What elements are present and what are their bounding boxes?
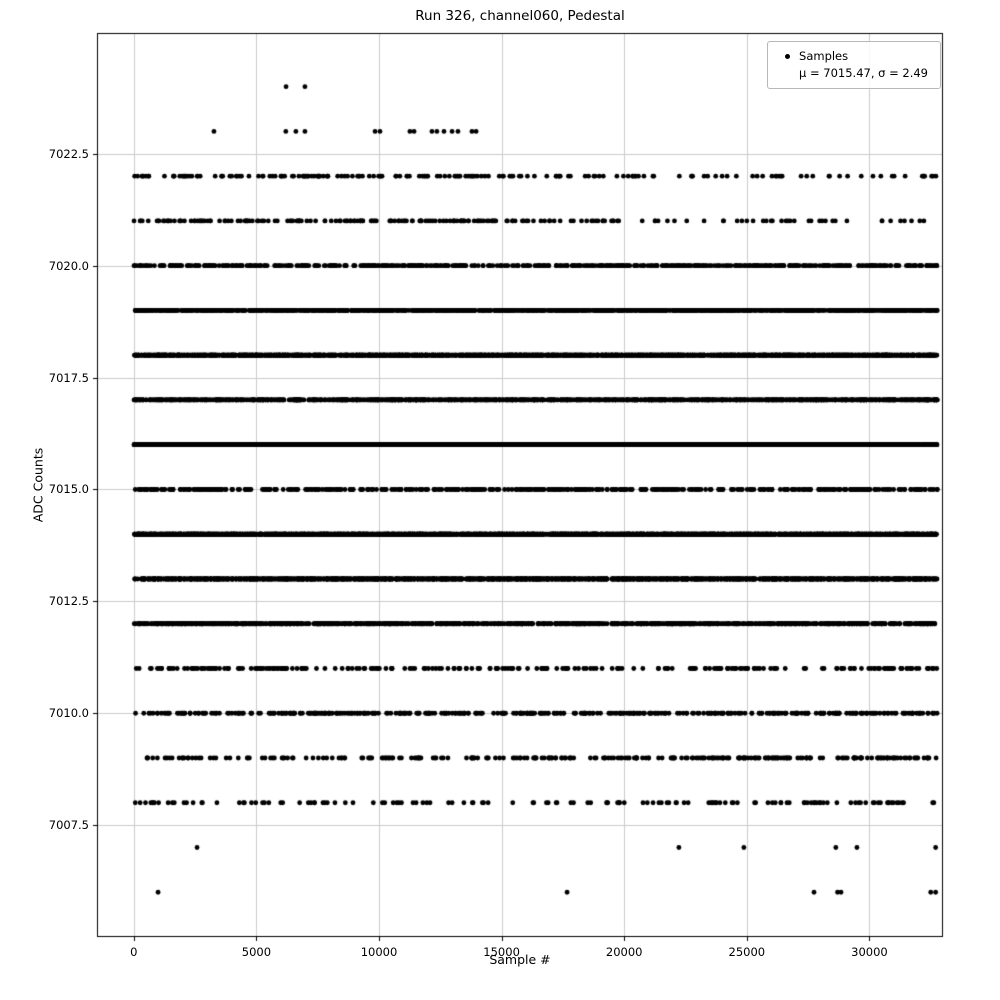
x-tick-label: 30000 [851, 945, 888, 959]
legend-entry-samples: Samples [775, 48, 928, 65]
x-tick-label: 25000 [728, 945, 766, 959]
y-tick-label: 7010.0 [48, 706, 89, 721]
y-axis-label: ADC Counts [30, 447, 46, 523]
y-tick-label: 7012.5 [48, 594, 89, 609]
x-tick-label: 0 [130, 945, 138, 959]
x-tick-label: 10000 [360, 945, 398, 959]
x-tick-label: 20000 [605, 945, 643, 959]
y-tick-label: 7015.0 [48, 482, 89, 497]
x-axis-label: Sample # [489, 952, 551, 967]
y-tick-label: 7020.0 [48, 258, 89, 273]
x-tick-label: 15000 [483, 945, 520, 959]
legend-entry-stats: μ = 7015.47, σ = 2.49 [775, 65, 928, 82]
legend-samples-label: Samples [799, 49, 849, 63]
legend: Samples μ = 7015.47, σ = 2.49 [767, 41, 941, 89]
chart-title: Run 326, channel060, Pedestal [415, 8, 625, 24]
y-tick-label: 7022.5 [48, 146, 89, 161]
y-tick-label: 7017.5 [48, 370, 89, 385]
y-tick-label: 7007.5 [48, 818, 89, 833]
sample-marker-icon [775, 54, 799, 59]
x-tick-label: 5000 [241, 945, 272, 959]
legend-stats-label: μ = 7015.47, σ = 2.49 [799, 66, 928, 80]
